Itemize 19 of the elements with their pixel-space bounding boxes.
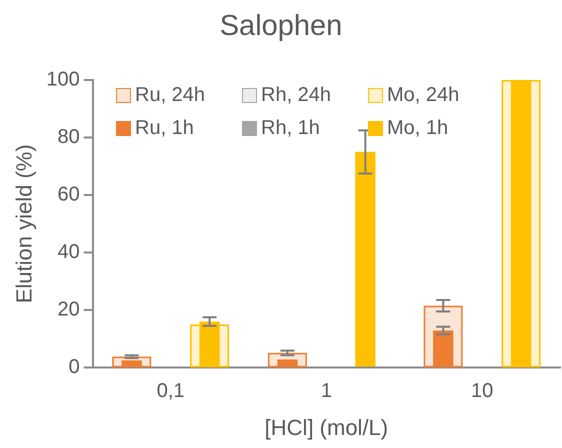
y-tick-label: 100 [46, 68, 80, 91]
y-axis-title: Elution yield (%) [11, 144, 36, 304]
y-tick-label: 0 [68, 356, 80, 378]
legend-label: Mo, 1h [387, 117, 448, 140]
x-tick-label: 0,1 [156, 380, 185, 402]
legend-label: Ru, 1h [135, 117, 194, 140]
bar [355, 152, 376, 367]
legend-label: Rh, 1h [261, 117, 320, 140]
x-axis-title: [HCl] (mol/L) [264, 414, 388, 440]
x-tick-label: 10 [471, 380, 494, 402]
legend-label: Mo, 24h [387, 84, 460, 107]
y-tick-label: 40 [58, 241, 80, 264]
legend-label: Rh, 24h [261, 84, 332, 107]
chart-title: Salophen [218, 10, 344, 43]
y-tick-label: 80 [58, 126, 80, 148]
x-tick-label: 1 [320, 380, 332, 402]
y-tick-label: 60 [58, 184, 80, 206]
y-tick-label: 20 [58, 298, 80, 321]
legend-label: Ru, 24h [135, 84, 206, 107]
